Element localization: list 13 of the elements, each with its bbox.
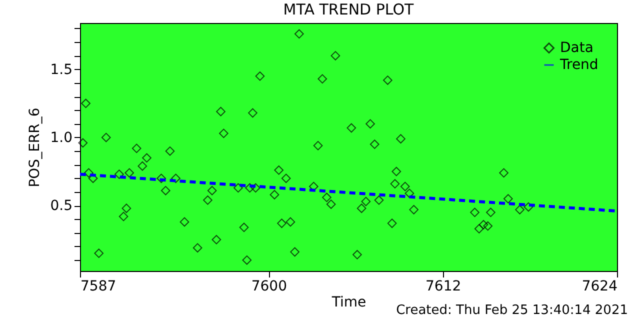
chart-title: MTA TREND PLOT [283, 0, 415, 18]
y-tick-label: 0.5 [50, 198, 72, 214]
y-axis-title: POS_ERR_6 [27, 108, 44, 188]
legend-label: Trend [559, 57, 598, 73]
x-tick-label: 7624 [582, 278, 618, 294]
legend-label: Data [560, 40, 594, 56]
x-tick-label: 7600 [251, 278, 287, 294]
y-tick-label: 1.0 [50, 130, 72, 146]
text: Created: Thu Feb 25 13:40:14 2021 [396, 303, 628, 318]
x-tick-label: 7612 [426, 278, 462, 294]
x-axis-title: Time [330, 294, 366, 310]
x-tick-label: 7587 [80, 278, 116, 294]
y-tick-label: 1.5 [50, 62, 72, 78]
